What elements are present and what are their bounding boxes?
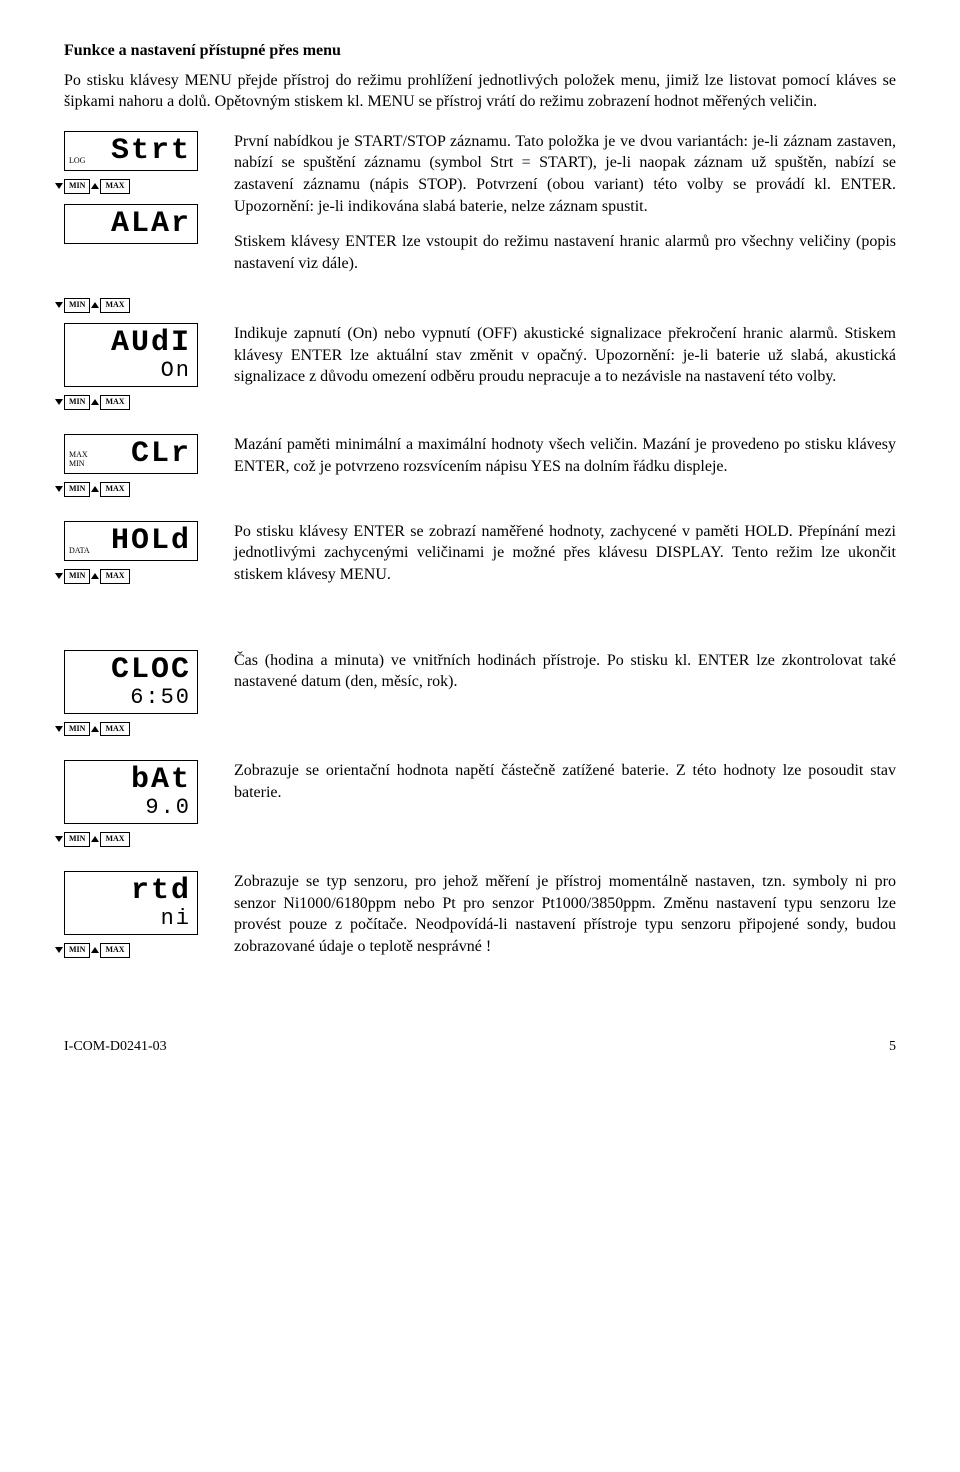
minmax-row: MIN MAX [64, 832, 130, 847]
section-text: Indikuje zapnutí (On) nebo vypnutí (OFF)… [234, 323, 896, 388]
lcd-column: Strt LOG MIN MAX ALAr [64, 131, 214, 244]
section-text: Zobrazuje se typ senzoru, pro jehož měře… [234, 871, 896, 957]
lcd-side: LOG [69, 157, 85, 166]
intro-paragraph: Po stisku klávesy MENU přejde přístroj d… [64, 70, 896, 113]
minmax-row: MIN MAX [64, 395, 130, 410]
lcd-column: CLOC 6:50 MIN MAX [64, 650, 214, 737]
section-text: První nabídkou je START/STOP záznamu. Ta… [234, 131, 896, 275]
max-indicator: MAX [100, 943, 129, 958]
lcd-cloc: CLOC 6:50 [64, 650, 198, 714]
menu-section-clr: CLr MAX MIN MIN MAX Mazání paměti minimá… [64, 434, 896, 497]
minmax-row: MIN MAX [64, 722, 130, 737]
lcd-side: MAX MIN [69, 451, 88, 469]
menu-section-bat: bAt 9.0 MIN MAX Zobrazuje se orientační … [64, 760, 896, 847]
max-indicator: MAX [100, 482, 129, 497]
lcd-main: ALAr [71, 209, 191, 239]
min-indicator: MIN [64, 832, 90, 847]
max-indicator: MAX [100, 179, 129, 194]
menu-section-audi: AUdI On MIN MAX Indikuje zapnutí (On) ne… [64, 323, 896, 410]
footer-doc-id: I-COM-D0241-03 [64, 1038, 167, 1057]
section-text: Zobrazuje se orientační hodnota napětí č… [234, 760, 896, 803]
page-heading: Funkce a nastavení přístupné přes menu [64, 40, 896, 62]
max-indicator: MAX [100, 832, 129, 847]
lcd-column: bAt 9.0 MIN MAX [64, 760, 214, 847]
lcd-main: CLOC [71, 655, 191, 685]
lcd-column: rtd ni MIN MAX [64, 871, 214, 958]
max-indicator: MAX [100, 395, 129, 410]
lcd-hold: HOLd DATA [64, 521, 198, 561]
lcd-audi: AUdI On [64, 323, 198, 387]
section-text: Mazání paměti minimální a maximální hodn… [234, 434, 896, 477]
lcd-clr: CLr MAX MIN [64, 434, 198, 474]
min-indicator: MIN [64, 298, 90, 313]
text-paragraph: Stiskem klávesy ENTER lze vstoupit do re… [234, 231, 896, 274]
menu-section-rtd: rtd ni MIN MAX Zobrazuje se typ senzoru,… [64, 871, 896, 958]
lcd-main: Strt [71, 136, 191, 166]
lcd-main: bAt [71, 765, 191, 795]
minmax-row: MIN MAX [64, 298, 896, 313]
lcd-column: AUdI On MIN MAX [64, 323, 214, 410]
minmax-row: MIN MAX [64, 569, 130, 584]
footer-page-number: 5 [889, 1038, 896, 1057]
lcd-strt: Strt LOG [64, 131, 198, 171]
min-indicator: MIN [64, 179, 90, 194]
lcd-column: CLr MAX MIN MIN MAX [64, 434, 214, 497]
lcd-sub: 9.0 [71, 797, 191, 819]
section-text: Po stisku klávesy ENTER se zobrazí naměř… [234, 521, 896, 586]
lcd-sub: 6:50 [71, 687, 191, 709]
max-indicator: MAX [100, 569, 129, 584]
max-indicator: MAX [100, 722, 129, 737]
lcd-side: DATA [69, 547, 90, 556]
lcd-main: rtd [71, 876, 191, 906]
max-indicator: MAX [100, 298, 129, 313]
lcd-sub: On [71, 360, 191, 382]
min-indicator: MIN [64, 943, 90, 958]
minmax-row: MIN MAX [64, 943, 130, 958]
min-indicator: MIN [64, 722, 90, 737]
min-indicator: MIN [64, 482, 90, 497]
menu-section-cloc: CLOC 6:50 MIN MAX Čas (hodina a minuta) … [64, 650, 896, 737]
section-text: Čas (hodina a minuta) ve vnitřních hodin… [234, 650, 896, 693]
page-footer: I-COM-D0241-03 5 [64, 1038, 896, 1057]
min-indicator: MIN [64, 395, 90, 410]
menu-section-hold: HOLd DATA MIN MAX Po stisku klávesy ENTE… [64, 521, 896, 586]
lcd-main: CLr [71, 439, 191, 469]
lcd-rtd: rtd ni [64, 871, 198, 935]
menu-section-start: Strt LOG MIN MAX ALAr První nabídkou je … [64, 131, 896, 275]
lcd-column: HOLd DATA MIN MAX [64, 521, 214, 584]
lcd-main: AUdI [71, 328, 191, 358]
min-indicator: MIN [64, 569, 90, 584]
text-paragraph: První nabídkou je START/STOP záznamu. Ta… [234, 131, 896, 217]
minmax-row: MIN MAX [64, 179, 130, 194]
minmax-row: MIN MAX [64, 482, 130, 497]
lcd-sub: ni [71, 908, 191, 930]
lcd-alar: ALAr [64, 204, 198, 244]
lcd-bat: bAt 9.0 [64, 760, 198, 824]
